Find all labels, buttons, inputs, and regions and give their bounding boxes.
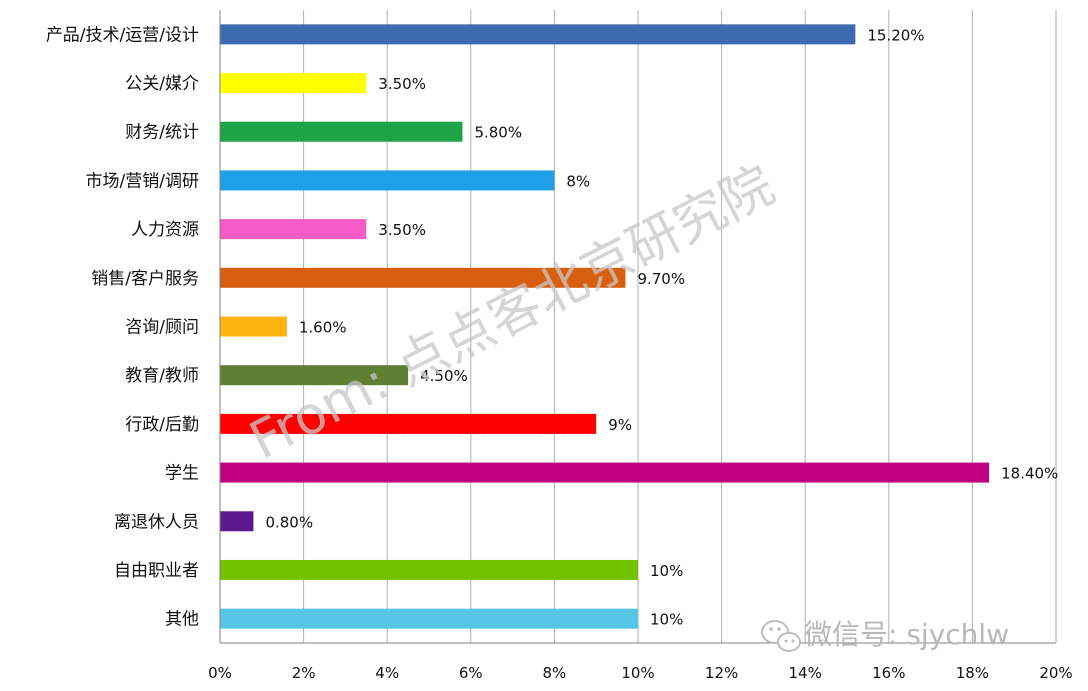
category-label: 行政/后勤 bbox=[125, 415, 199, 435]
x-tick-label: 8% bbox=[543, 664, 567, 682]
data-labels: 15.20% 3.50% 5.80% 8% 3.50% 9.70% 1.60% 4.50% 9%… bbox=[265, 26, 1058, 628]
data-label: 10% bbox=[650, 562, 683, 580]
bar bbox=[220, 24, 856, 45]
data-label: 9.70% bbox=[637, 270, 685, 288]
bar bbox=[220, 219, 367, 240]
bar bbox=[220, 316, 287, 337]
gridlines bbox=[303, 10, 1057, 643]
data-label: 4.50% bbox=[420, 367, 468, 385]
category-label: 市场/营销/调研 bbox=[86, 171, 199, 191]
bar bbox=[220, 462, 990, 483]
bar bbox=[220, 559, 638, 580]
wechat-icon bbox=[761, 620, 801, 652]
category-label: 公关/媒介 bbox=[125, 74, 199, 94]
category-label: 学生 bbox=[165, 464, 199, 484]
x-tick-label: 0% bbox=[208, 664, 232, 682]
category-label: 离退休人员 bbox=[114, 512, 199, 532]
bar bbox=[220, 511, 254, 532]
wechat-id-text: 微信号: sjychlw bbox=[804, 618, 1009, 651]
category-label: 产品/技术/运营/设计 bbox=[46, 25, 199, 45]
x-tick-label: 20% bbox=[1039, 664, 1072, 682]
x-tick-label: 10% bbox=[621, 664, 654, 682]
bar bbox=[220, 608, 638, 629]
bars bbox=[220, 24, 990, 629]
data-label: 1.60% bbox=[299, 319, 347, 337]
category-label: 财务/统计 bbox=[125, 123, 199, 143]
x-tick-label: 12% bbox=[705, 664, 738, 682]
x-tick-label: 18% bbox=[956, 664, 989, 682]
category-label: 销售/客户服务 bbox=[91, 269, 199, 289]
data-label: 8% bbox=[566, 172, 590, 190]
x-tick-label: 2% bbox=[292, 664, 316, 682]
data-label: 15.20% bbox=[867, 26, 924, 44]
category-label: 自由职业者 bbox=[114, 561, 199, 581]
data-label: 3.50% bbox=[378, 221, 426, 239]
x-tick-labels: 0% 2% 4% 6% 8% 10% 12% 14% 16% 18% 20% bbox=[208, 664, 1073, 682]
category-label: 教育/教师 bbox=[125, 366, 199, 386]
bar bbox=[220, 365, 409, 386]
bar bbox=[220, 413, 597, 434]
category-labels: 产品/技术/运营/设计公关/媒介财务/统计市场/营销/调研人力资源销售/客户服务… bbox=[46, 25, 199, 629]
bar bbox=[220, 121, 463, 142]
data-label: 10% bbox=[650, 611, 683, 629]
x-tick-label: 6% bbox=[459, 664, 483, 682]
category-label: 其他 bbox=[165, 610, 199, 630]
category-label: 咨询/顾问 bbox=[125, 318, 199, 338]
bar bbox=[220, 267, 626, 288]
data-label: 9% bbox=[608, 416, 632, 434]
data-label: 3.50% bbox=[378, 75, 426, 93]
bar bbox=[220, 170, 555, 191]
x-tick-label: 14% bbox=[789, 664, 822, 682]
data-label: 18.40% bbox=[1001, 465, 1058, 483]
bar bbox=[220, 73, 367, 94]
x-tick-label: 16% bbox=[872, 664, 905, 682]
x-tick-label: 4% bbox=[375, 664, 399, 682]
wechat-badge: 微信号: sjychlw bbox=[761, 618, 1009, 652]
data-label: 0.80% bbox=[265, 513, 313, 531]
category-label: 人力资源 bbox=[131, 220, 199, 240]
data-label: 5.80% bbox=[474, 124, 522, 142]
